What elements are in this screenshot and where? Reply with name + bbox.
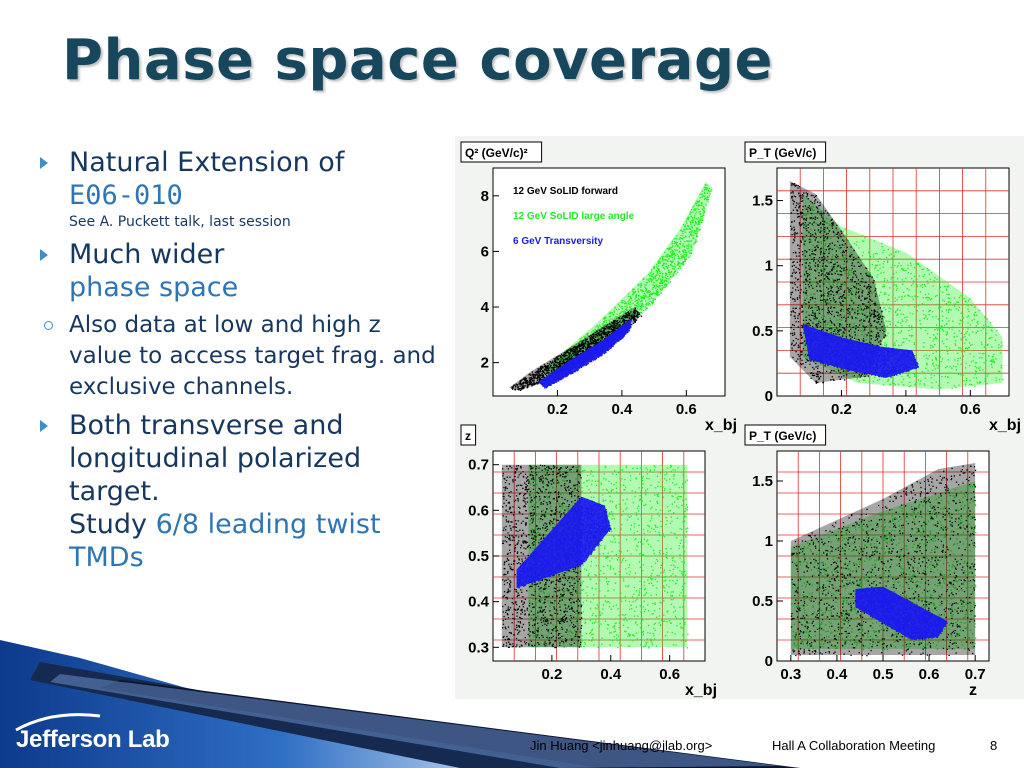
sub-bullet-text: Also data at low and high z value to acc…: [69, 312, 436, 400]
x-axis-label: x_bj: [705, 417, 737, 434]
x-tick-label: 0.2: [831, 401, 852, 418]
plot-panel: 0.2 0.4 0.6 2 4 6 8 Q² (GeV/c)² x_bj 12 GeV SoLID…: [455, 136, 1024, 699]
logo-swoosh-icon: [12, 710, 102, 732]
bullet-item: Natural Extension of E06-010 See A. Puck…: [40, 146, 440, 232]
legend-entry: 6 GeV Transversity: [513, 236, 603, 247]
y-tick-label: 0.5: [752, 593, 773, 610]
y-axis-label: P_T (GeV/c): [749, 146, 816, 160]
y-tick-label: 1: [765, 533, 773, 550]
jefferson-lab-logo: Jefferson Lab: [16, 726, 169, 754]
bullet-text: Both transverse and longitudinal polariz…: [69, 410, 361, 507]
y-tick-label: 0.4: [468, 594, 490, 611]
plot-frame: [493, 168, 725, 396]
sub-bullet-ring-icon: [44, 321, 53, 330]
y-tick-label: 2: [481, 355, 489, 372]
x-tick-label: 0.6: [676, 401, 697, 418]
bullet-text-line2: Study: [69, 509, 147, 540]
bullet-text: Much wider: [69, 239, 224, 270]
y-tick-label: 1: [765, 258, 773, 275]
bullet-list: Natural Extension of E06-010 See A. Puck…: [40, 146, 440, 580]
y-tick-label: 0.5: [468, 548, 489, 565]
y-tick-label: 0.7: [468, 457, 489, 474]
y-tick-label: 0.6: [468, 502, 489, 519]
y-tick-label: 8: [481, 188, 489, 205]
bullet-item: Much wider phase space: [40, 238, 440, 304]
y-tick-label: 1.5: [752, 193, 773, 210]
x-tick-label: 0.4: [611, 401, 633, 418]
x-tick-label: 0.2: [547, 401, 568, 418]
y-tick-label: 0: [765, 388, 773, 405]
y-tick-label: 4: [481, 299, 490, 316]
x-axis-label: x_bj: [989, 417, 1021, 434]
slide-title: Phase space coverage: [62, 28, 773, 93]
legend-entry: 12 GeV SoLID forward: [513, 186, 618, 197]
bullet-accent: phase space: [69, 272, 238, 303]
bullet-note: See A. Puckett talk, last session: [69, 212, 440, 232]
plot-grid-svg: 0.2 0.4 0.6 2 4 6 8 Q² (GeV/c)² x_bj 12 GeV SoLID…: [455, 136, 1024, 699]
legend-entry: 12 GeV SoLID large angle: [513, 211, 635, 222]
y-axis-label: z: [465, 429, 471, 443]
bullet-arrow-icon: [40, 420, 48, 432]
sub-bullet-item: Also data at low and high z value to acc…: [40, 310, 440, 403]
footer-meeting: Hall A Collaboration Meeting: [772, 738, 935, 753]
y-axis-label: Q² (GeV/c)²: [465, 146, 528, 160]
bullet-arrow-icon: [40, 249, 48, 261]
y-tick-label: 6: [481, 243, 489, 260]
bullet-item: Both transverse and longitudinal polariz…: [40, 409, 440, 574]
bullet-arrow-icon: [40, 157, 48, 169]
bullet-accent: E06-010: [69, 180, 183, 211]
y-tick-label: 0.5: [752, 323, 773, 340]
x-tick-label: 0.6: [960, 401, 981, 418]
slide-number: 8: [990, 738, 997, 753]
footer-author: Jin Huang <jinhuang@jlab.org>: [530, 738, 712, 753]
y-axis-label: P_T (GeV/c): [749, 429, 816, 443]
y-tick-label: 1.5: [752, 473, 773, 490]
bullet-text: Natural Extension of: [69, 147, 344, 178]
x-tick-label: 0.4: [895, 401, 917, 418]
